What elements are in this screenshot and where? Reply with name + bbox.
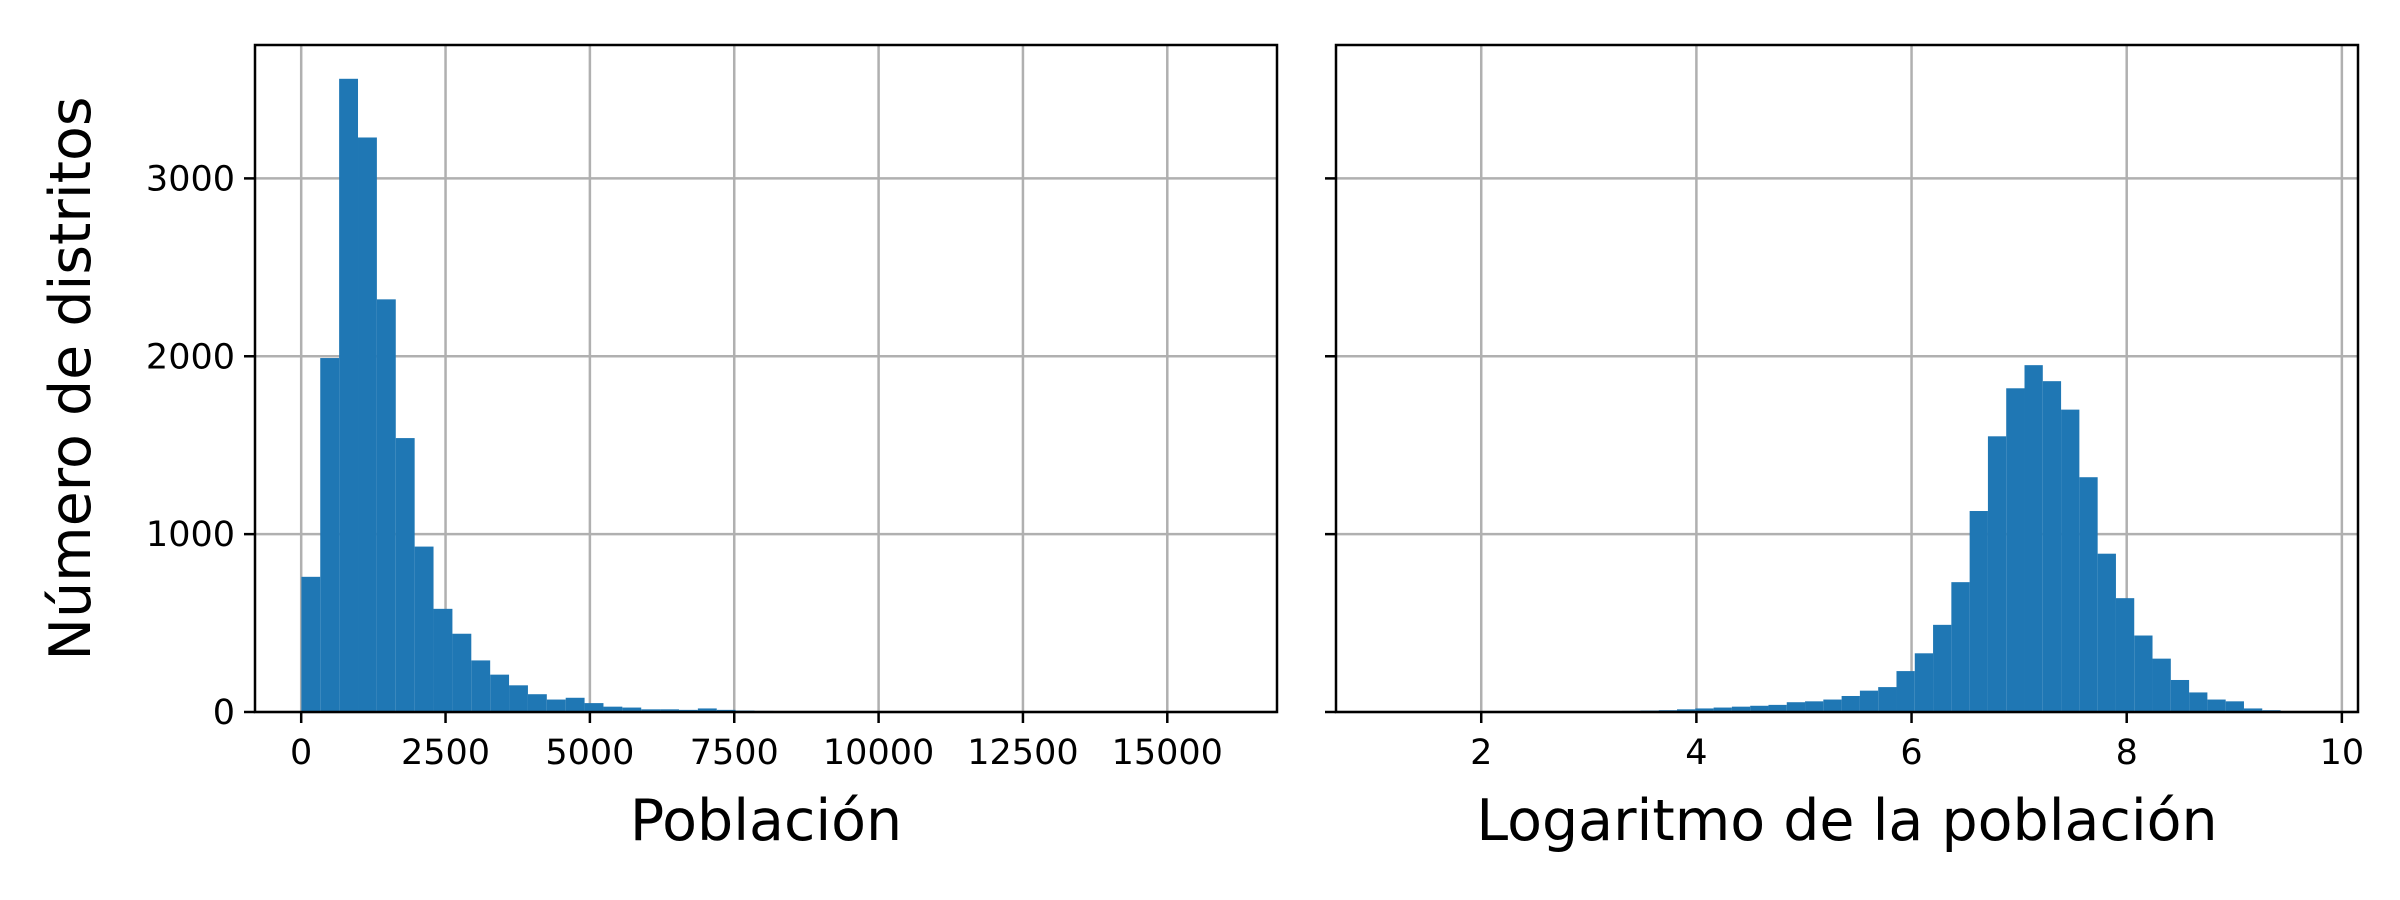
right-axes-frame	[1334, 43, 2360, 714]
left-ticks: 0 2500 5000 7500 10000 12500 15000 0 1000 2000 300…	[146, 159, 1223, 773]
right-bar-37	[2061, 409, 2080, 712]
left-ytick-label-1: 1000	[146, 515, 235, 555]
left-ytick-label-3: 3000	[146, 159, 235, 199]
right-bars	[1384, 365, 2299, 713]
right-xtick-label-0: 2	[1470, 733, 1492, 773]
left-bar-21	[697, 708, 717, 712]
right-bar-26	[1859, 690, 1879, 712]
right-bar-20	[1750, 705, 1769, 712]
right-bar-46	[2225, 701, 2244, 712]
left-bars	[301, 78, 1246, 713]
right-bar-31	[1951, 582, 1970, 712]
left-bar-6	[414, 546, 434, 712]
left-bar-17	[622, 707, 642, 712]
right-bar-25	[1841, 695, 1860, 712]
left-xtick-label-3: 7500	[690, 733, 779, 773]
right-bar-30	[1933, 624, 1952, 712]
right-xtick-label-3: 8	[2116, 733, 2138, 773]
right-bar-27	[1878, 687, 1897, 712]
left-bar-0	[301, 576, 321, 712]
right-bar-16	[1677, 709, 1696, 712]
left-ytick-label-2: 2000	[146, 337, 235, 377]
left-bar-14	[565, 697, 585, 712]
left-bar-18	[641, 709, 661, 712]
left-frame	[253, 43, 1279, 714]
left-bar-15	[584, 703, 604, 712]
left-bar-19	[660, 709, 679, 712]
right-bar-39	[2097, 553, 2116, 712]
left-bar-16	[603, 706, 623, 712]
right-bar-43	[2170, 679, 2190, 712]
right-bar-29	[1914, 653, 1934, 712]
left-bar-4	[376, 299, 396, 712]
right-plot-area	[1336, 45, 2358, 712]
left-bar-1	[320, 358, 340, 712]
right-bar-36	[2042, 381, 2062, 712]
right-xtick-label-1: 4	[1685, 733, 1707, 773]
right-bar-33	[1987, 436, 2007, 712]
right-bar-45	[2207, 699, 2226, 712]
left-bar-3	[358, 137, 377, 712]
left-xtick-label-4: 10000	[823, 733, 934, 773]
right-bar-44	[2189, 692, 2208, 712]
population-histogram-panel: 0 2500 5000 7500 10000 12500 15000 0 1000 2000 300…	[38, 43, 1279, 854]
right-bar-17	[1695, 708, 1714, 712]
left-bar-7	[433, 608, 453, 712]
left-bar-9	[471, 660, 491, 712]
left-bar-10	[490, 674, 510, 712]
left-bar-8	[452, 633, 472, 712]
right-bar-40	[2115, 598, 2135, 712]
left-xtick-label-0: 0	[290, 733, 312, 773]
left-bar-2	[339, 78, 359, 712]
left-bar-11	[509, 685, 528, 712]
right-xtick-label-2: 6	[1900, 733, 1922, 773]
right-bar-42	[2152, 658, 2171, 712]
y-axis-label: Número de distritos	[38, 96, 104, 660]
right-bar-22	[1786, 702, 1806, 712]
left-xtick-label-2: 5000	[545, 733, 634, 773]
right-bar-19	[1731, 706, 1751, 712]
left-bar-5	[395, 438, 415, 712]
left-x-axis-label: Población	[630, 788, 902, 854]
right-bar-21	[1768, 704, 1787, 712]
left-ytick-label-0: 0	[213, 693, 235, 733]
right-bar-38	[2079, 477, 2098, 712]
left-axes-frame	[253, 43, 1279, 714]
right-bar-23	[1805, 701, 1824, 712]
right-bar-28	[1896, 671, 1915, 712]
left-bar-13	[546, 699, 566, 712]
right-x-axis-label: Logaritmo de la población	[1476, 788, 2217, 854]
left-xtick-label-1: 2500	[401, 733, 490, 773]
right-xtick-label-4: 10	[2320, 733, 2365, 773]
left-xtick-label-5: 12500	[967, 733, 1078, 773]
right-bar-32	[1969, 511, 1988, 712]
log-population-histogram-panel: 2 4 6 8 10 Logaritmo de la población	[1325, 43, 2365, 854]
right-bar-35	[2024, 365, 2043, 712]
right-bar-47	[2243, 708, 2263, 712]
right-ticks: 2 4 6 8 10	[1325, 177, 2365, 773]
left-bar-12	[527, 694, 547, 712]
right-bar-24	[1823, 699, 1842, 712]
right-bar-34	[2006, 388, 2025, 712]
right-frame	[1334, 43, 2360, 714]
right-bar-18	[1713, 707, 1732, 712]
right-bar-41	[2134, 635, 2153, 712]
left-xtick-label-6: 15000	[1112, 733, 1223, 773]
